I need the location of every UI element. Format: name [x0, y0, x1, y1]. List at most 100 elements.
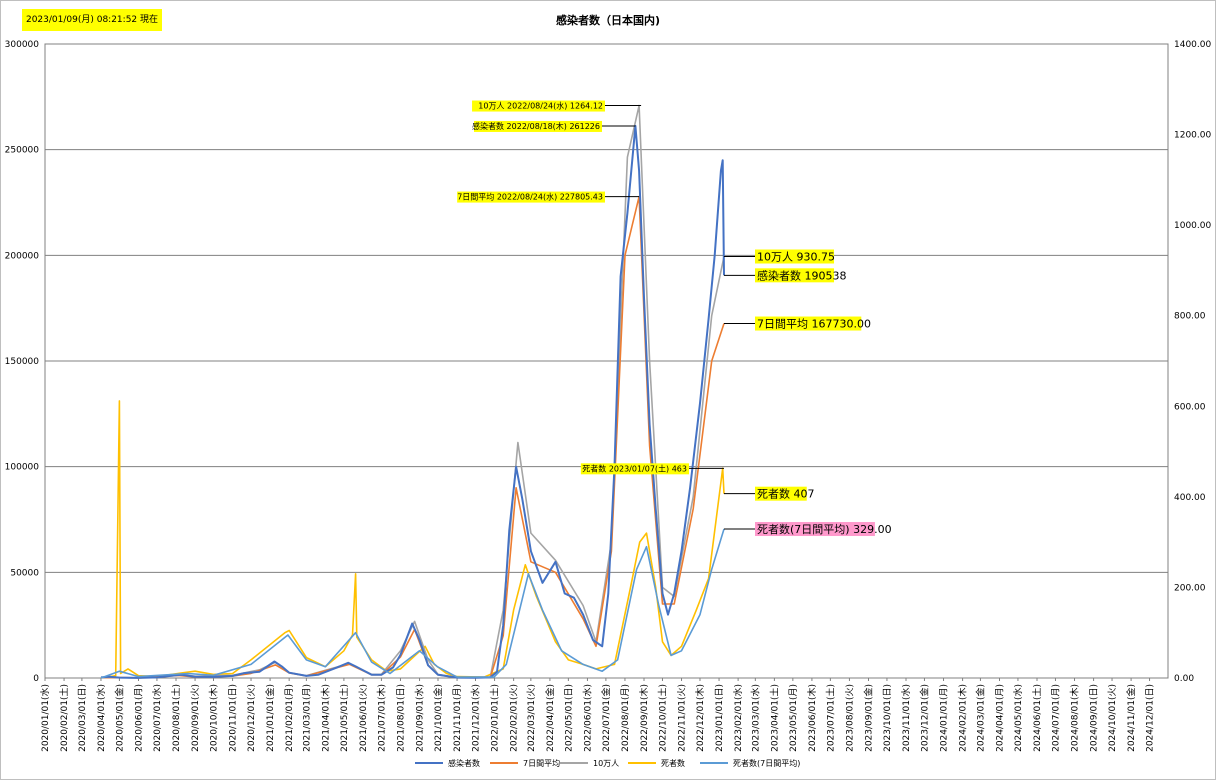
y-right-tick-label: 1000.00: [1174, 221, 1211, 231]
x-tick-label: 2021/01/01(金): [264, 684, 276, 752]
legend-layer: 感染者数 7日間平均 10万人 死者数 死者数(7日間平均): [415, 758, 800, 768]
y-right-tick-label: 600.00: [1174, 402, 1206, 412]
annotation-layer: 10万人 2022/08/24(水) 1264.12 感染者数 2022/08/1…: [457, 100, 892, 537]
x-tick-label: 2020/10/01(木): [208, 684, 220, 752]
x-tick-label: 2021/06/01(火): [358, 684, 369, 752]
legend-label-3: 死者数: [661, 758, 685, 768]
x-tick-label: 2020/03/01(日): [77, 684, 88, 752]
x-tick-label: 2022/10/01(土): [656, 684, 668, 752]
x-tick-label: 2022/02/01(火): [509, 684, 520, 752]
x-tick-label: 2024/12/01(日): [1145, 684, 1156, 752]
x-tick-label: 2023/08/01(火): [844, 684, 855, 752]
x-tick-label: 2021/08/01(日): [395, 684, 406, 752]
annotation-infected-peak: 感染者数 2022/08/18(木) 261226: [472, 121, 600, 131]
x-tick-label: 2023/11/01(水): [900, 684, 912, 752]
x-tick-label: 2023/07/01(土): [824, 684, 836, 752]
y-right-tick-label: 1200.00: [1174, 131, 1211, 141]
y-left-tick-label: 200000: [5, 251, 40, 261]
annotation-infected-peak-bg: [474, 120, 602, 132]
y-left-tick-label: 0: [33, 674, 39, 684]
x-tick-label: 2023/09/01(金): [862, 684, 874, 752]
annotation-per100k-latest: 10万人 930.75: [757, 251, 835, 264]
series-line-4: [100, 528, 725, 679]
annotation-avg7-peak: 7日間平均 2022/08/24(水) 227805.43: [457, 192, 603, 202]
series-line-3: [100, 400, 725, 679]
x-tick-label: 2023/03/01(水): [749, 684, 761, 752]
y-right-tick-label: 0.00: [1174, 674, 1194, 684]
x-tick-label: 2023/12/01(金): [918, 684, 930, 752]
annotation-deaths7-latest-bg: [755, 522, 875, 537]
x-tick-label: 2020/09/01(火): [190, 684, 201, 752]
x-tick-label: 2024/10/01(火): [1107, 684, 1118, 752]
annotation-avg7-latest-bg: [755, 316, 862, 331]
x-tick-label: 2020/06/01(月): [133, 684, 144, 752]
y-right-tick-label: 800.00: [1174, 312, 1206, 322]
annotation-deaths7-latest: 死者数(7日間平均) 329.00: [757, 523, 892, 536]
x-tick-label: 2023/06/01(木): [806, 684, 818, 752]
x-tick-label: 2024/03/01(金): [974, 684, 986, 752]
annotation-infected-latest-bg: [755, 268, 835, 283]
x-tick-label: 2024/05/01(水): [1012, 684, 1024, 752]
y-left-tick-label: 150000: [5, 357, 40, 367]
x-tick-label: 2024/01/01(月): [939, 684, 950, 752]
x-tick-label: 2020/07/01(水): [151, 684, 163, 752]
x-tick-label: 2023/10/01(日): [882, 684, 893, 752]
x-tick-label: 2024/06/01(土): [1031, 684, 1043, 752]
x-tick-label: 2022/12/01(木): [694, 684, 706, 752]
x-tick-label: 2021/09/01(水): [414, 684, 426, 752]
y-right-tick-label: 1400.00: [1174, 40, 1211, 50]
x-tick-label: 2021/04/01(木): [319, 684, 331, 752]
legend-label-2: 10万人: [593, 759, 619, 768]
x-tick-label: 2021/02/01(月): [284, 684, 295, 752]
x-tick-label: 2021/12/01(水): [470, 684, 482, 752]
x-tick-label: 2022/01/01(土): [489, 684, 501, 752]
x-tick-label: 2024/11/01(金): [1125, 684, 1137, 752]
x-tick-label: 2020/01/01(水): [39, 684, 51, 752]
y-left-tick-label: 100000: [5, 463, 40, 473]
series-line-1: [101, 195, 725, 679]
x-tick-label: 2020/08/01(土): [170, 684, 182, 752]
legend-label-4: 死者数(7日間平均): [733, 758, 800, 768]
x-tick-label: 2024/09/01(日): [1089, 684, 1100, 752]
legend-label-1: 7日間平均: [523, 758, 560, 768]
x-tick-label: 2022/06/01(水): [581, 684, 593, 752]
x-tick-label: 2023/01/01(日): [714, 684, 725, 752]
x-tick-label: 2022/07/01(金): [600, 684, 612, 752]
y-right-tick-label: 200.00: [1174, 583, 1206, 593]
y-left-tick-label: 300000: [5, 40, 40, 50]
x-tick-label: 2021/11/01(月): [452, 684, 463, 752]
legend-label-0: 感染者数: [448, 758, 480, 768]
x-tick-label: 2022/03/01(火): [526, 684, 537, 752]
annotation-avg7-latest: 7日間平均 167730.00: [757, 318, 871, 331]
x-tick-label: 2020/12/01(火): [246, 684, 257, 752]
annotation-avg7-peak-bg: [457, 191, 605, 203]
x-tick-label: 2022/08/01(月): [620, 684, 631, 752]
y-right-tick-label: 400.00: [1174, 493, 1206, 503]
x-tick-label: 2020/02/01(土): [58, 684, 70, 752]
annotation-deaths-latest: 死者数 407: [757, 488, 815, 501]
annotation-per100k-peak-bg: [472, 100, 605, 112]
x-tick-label: 2020/04/01(水): [95, 684, 107, 752]
x-tick-label: 2023/05/01(月): [788, 684, 799, 752]
x-tick-label: 2024/08/01(木): [1069, 684, 1081, 752]
x-tick-label: 2021/07/01(木): [375, 684, 387, 752]
axis-layer: 0 50000 100000 150000 200000 250000 300000 0.00…: [5, 40, 1212, 752]
annotation-per100k-peak: 10万人 2022/08/24(水) 1264.12: [478, 101, 603, 111]
y-left-tick-label: 250000: [5, 146, 40, 156]
x-tick-label: 2020/05/01(金): [113, 684, 125, 752]
x-tick-label: 2023/04/01(土): [768, 684, 780, 752]
annotation-deaths-peak: 死者数 2023/01/07(土) 463: [582, 463, 687, 473]
x-tick-label: 2020/11/01(日): [228, 684, 239, 752]
x-tick-label: 2021/03/01(月): [301, 684, 312, 752]
series-line-0: [100, 124, 725, 679]
x-tick-label: 2023/02/01(水): [732, 684, 744, 752]
timestamp-badge: 2023/01/09(月) 08:21:52 現在: [22, 9, 162, 31]
x-tick-label: 2022/04/01(金): [544, 684, 556, 752]
annotation-deaths-peak-bg: [580, 463, 689, 475]
series-line-2: [100, 104, 725, 679]
y-left-tick-label: 50000: [10, 568, 39, 578]
x-tick-label: 2021/05/01(土): [338, 684, 350, 752]
x-tick-label: 2022/11/01(火): [677, 684, 688, 752]
